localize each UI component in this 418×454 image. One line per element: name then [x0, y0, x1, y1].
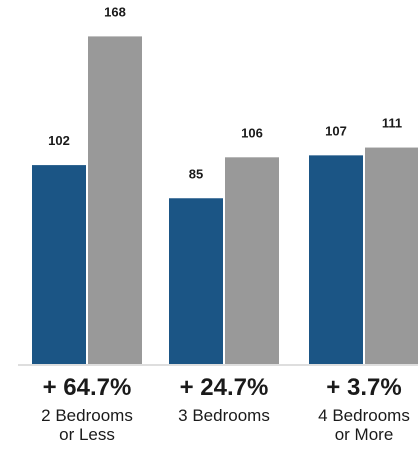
- data-label-series0-cat2: 107: [325, 123, 347, 138]
- category-label-2-line-1: 4 Bedrooms: [318, 406, 410, 425]
- data-label-series1-cat2: 111: [382, 116, 402, 131]
- data-label-series1-cat1: 106: [241, 125, 263, 140]
- bar-series0-cat1: [169, 198, 223, 364]
- change-label-2: + 3.7%: [326, 374, 402, 401]
- bar-series0-cat2: [309, 155, 363, 364]
- change-label-0: + 64.7%: [42, 374, 132, 401]
- bar-series1-cat2: [365, 147, 418, 364]
- data-label-series1-cat0: 168: [104, 4, 126, 19]
- category-label-0-line-2: or Less: [59, 425, 115, 444]
- bar-series0-cat0: [32, 165, 86, 364]
- category-label-2-line-2: or More: [334, 425, 394, 444]
- bar-series1-cat0: [88, 36, 142, 365]
- category-label-1-line-1: 3 Bedrooms: [178, 406, 270, 425]
- category-label-0: 2 Bedrooms or Less: [12, 406, 162, 444]
- data-label-series0-cat1: 85: [189, 166, 203, 181]
- category-label-1: 3 Bedrooms: [149, 406, 299, 425]
- change-label-1: + 24.7%: [179, 374, 269, 401]
- category-label-2: 4 Bedrooms or More: [289, 406, 418, 444]
- data-label-series0-cat0: 102: [48, 133, 70, 148]
- category-label-0-line-1: 2 Bedrooms: [41, 406, 133, 425]
- bar-series1-cat1: [225, 157, 279, 364]
